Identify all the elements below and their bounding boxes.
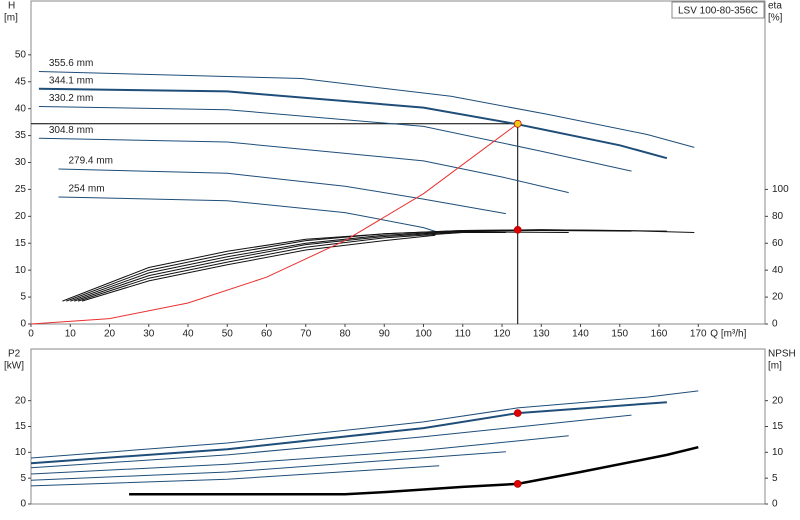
plot-frame xyxy=(30,348,766,505)
y2-tick-label: 10 xyxy=(772,447,784,458)
x-tick-label: 170 xyxy=(690,329,707,340)
y2-tick-label: 80 xyxy=(772,211,784,222)
y2-tick-label: 0 xyxy=(772,319,778,330)
y-axis-unit: [kW] xyxy=(4,361,24,372)
y-tick-label: 50 xyxy=(15,49,27,60)
x-tick-label: 10 xyxy=(65,329,77,340)
curve-label: 355.6 mm xyxy=(49,58,93,69)
y-tick-label: 20 xyxy=(15,395,27,406)
x-tick-label: 110 xyxy=(455,329,471,340)
model-label: LSV 100-80-356C xyxy=(678,6,758,17)
y-tick-label: 25 xyxy=(15,184,27,195)
y-tick-label: 10 xyxy=(15,447,27,458)
x-tick-label: 140 xyxy=(572,329,589,340)
x-tick-label: 150 xyxy=(611,329,628,340)
y-tick-label: 40 xyxy=(15,103,27,114)
y2-tick-label: 60 xyxy=(772,238,784,249)
x-tick-label: 80 xyxy=(339,329,351,340)
x-tick-label: 0 xyxy=(28,329,34,340)
curve xyxy=(30,414,632,469)
x-tick-label: 30 xyxy=(143,329,155,340)
curve xyxy=(30,390,699,459)
y-tick-label: 35 xyxy=(15,130,27,141)
curve-label: 330.2 mm xyxy=(49,93,93,104)
curve xyxy=(38,87,668,160)
duty-point xyxy=(513,119,522,128)
curve xyxy=(77,232,506,302)
curve xyxy=(70,229,632,302)
duty-point xyxy=(513,225,522,234)
y2-axis-label: NPSH xyxy=(768,349,796,360)
curve xyxy=(30,401,667,465)
curve-label: 304.8 mm xyxy=(49,125,93,136)
y-tick-label: 10 xyxy=(15,265,27,276)
curve xyxy=(81,234,436,302)
y2-tick-label: 5 xyxy=(772,473,778,484)
x-tick-label: 50 xyxy=(222,329,234,340)
curve xyxy=(129,445,699,496)
y-tick-label: 15 xyxy=(15,421,27,432)
y-tick-label: 0 xyxy=(20,499,26,510)
y-axis-label: P2 xyxy=(8,349,21,360)
y-axis-label: H xyxy=(8,1,15,12)
y2-tick-label: 40 xyxy=(772,265,784,276)
y-tick-label: 0 xyxy=(20,319,26,330)
curve xyxy=(30,451,506,481)
curve xyxy=(38,137,569,194)
y-tick-label: 30 xyxy=(15,157,27,168)
curve-label: 344.1 mm xyxy=(49,75,93,86)
curve xyxy=(58,168,506,215)
x-tick-label: 60 xyxy=(261,329,273,340)
y-axis-unit: [m] xyxy=(4,13,18,24)
y-tick-label: 5 xyxy=(20,473,26,484)
x-tick-label: 70 xyxy=(300,329,312,340)
x-axis-label: Q [m³/h] xyxy=(710,329,746,340)
y2-tick-label: 15 xyxy=(772,421,784,432)
curve xyxy=(30,123,518,325)
x-tick-label: 160 xyxy=(651,329,668,340)
curve xyxy=(58,196,436,232)
y2-axis-unit: [%] xyxy=(768,13,783,24)
y2-tick-label: 100 xyxy=(772,184,789,195)
curve xyxy=(30,465,440,487)
curve xyxy=(38,71,695,148)
x-tick-label: 40 xyxy=(182,329,194,340)
y-tick-label: 20 xyxy=(15,211,27,222)
y-tick-label: 5 xyxy=(20,292,26,303)
y2-axis-unit: [m] xyxy=(768,361,782,372)
curve xyxy=(62,229,695,302)
curve xyxy=(74,231,569,302)
y-tick-label: 15 xyxy=(15,238,27,249)
curve xyxy=(30,435,569,475)
y2-axis-label: eta xyxy=(768,1,782,12)
x-tick-label: 90 xyxy=(379,329,391,340)
curve-label: 254 mm xyxy=(68,184,104,195)
x-tick-label: 120 xyxy=(494,329,511,340)
duty-point xyxy=(513,409,522,417)
x-tick-label: 130 xyxy=(533,329,550,340)
x-tick-label: 100 xyxy=(415,329,432,340)
model-box xyxy=(671,1,765,19)
duty-point xyxy=(513,480,522,488)
curve xyxy=(66,229,667,302)
y2-tick-label: 0 xyxy=(772,499,778,510)
y2-tick-label: 20 xyxy=(772,292,784,303)
x-tick-label: 20 xyxy=(104,329,116,340)
y-tick-label: 45 xyxy=(15,76,27,87)
curve xyxy=(38,106,632,172)
y2-tick-label: 20 xyxy=(772,395,784,406)
curve-label: 279.4 mm xyxy=(68,156,112,167)
